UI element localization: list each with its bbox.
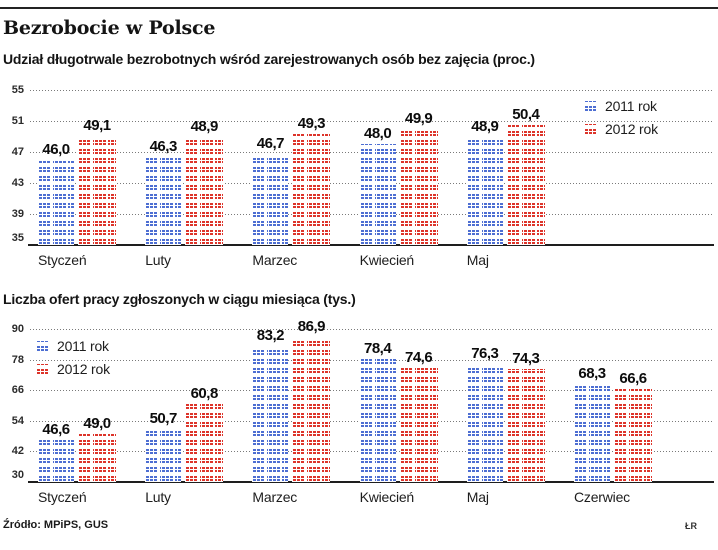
bar-2012-rok-kwiecie- — [399, 368, 438, 482]
value-label-2011-rok-kwiecie-: 48,0 — [363, 125, 392, 143]
bar-2011-rok-kwiecie- — [359, 358, 396, 482]
y-tick-39: 39 — [11, 207, 24, 220]
legend-item-2012-rok: 2012 rok — [584, 122, 658, 136]
bar-2011-rok-maj — [466, 364, 503, 482]
value-label-2012-rok-kwiecie-: 74,6 — [404, 349, 433, 367]
x-label-luty: Luty — [145, 489, 171, 505]
y-tick-42: 42 — [11, 445, 24, 458]
legend: 2011 rok 2012 rok — [36, 339, 110, 376]
legend-item-2012-rok: 2012 rok — [36, 362, 110, 376]
chart-2-title: Liczba ofert pracy zgłoszonych w ciągu m… — [3, 291, 356, 307]
value-label-2012-rok-marzec: 49,3 — [297, 115, 326, 133]
gridline-55 — [30, 89, 712, 91]
legend-swatch-2011-rok-icon — [584, 100, 598, 112]
x-label-maj: Maj — [466, 489, 489, 505]
bar-2011-rok-stycze- — [38, 159, 74, 245]
bar-2011-rok-kwiecie- — [359, 144, 396, 245]
value-label-2011-rok-stycze-: 46,0 — [42, 140, 70, 158]
bar-2011-rok-stycze- — [38, 439, 74, 482]
legend-item-2011-rok: 2011 rok — [584, 99, 658, 113]
legend-swatch-2012-rok-icon — [584, 123, 598, 135]
y-tick-47: 47 — [11, 145, 24, 158]
bar-2011-rok-marzec — [252, 346, 289, 482]
bar-2011-rok-marzec — [252, 154, 289, 245]
value-label-2011-rok-marzec: 83,2 — [256, 327, 285, 345]
legend-item-2011-rok: 2011 rok — [36, 339, 110, 353]
bar-2012-rok-luty — [185, 403, 224, 482]
value-label-2012-rok-kwiecie-: 49,9 — [404, 110, 433, 128]
bar-2012-rok-kwiecie- — [399, 129, 438, 245]
bar-2012-rok-czerwiec — [614, 388, 652, 482]
value-label-2011-rok-luty: 46,3 — [149, 138, 178, 156]
gridline-90 — [30, 329, 712, 331]
bar-2012-rok-maj — [506, 125, 545, 245]
x-axis-baseline — [28, 481, 714, 483]
bar-2012-rok-marzec — [292, 336, 331, 482]
x-label-maj: Maj — [466, 252, 489, 268]
y-tick-78: 78 — [11, 353, 24, 366]
value-label-2012-rok-luty: 48,9 — [190, 118, 219, 136]
value-label-2012-rok-maj: 50,4 — [512, 106, 540, 124]
y-tick-51: 51 — [11, 114, 24, 127]
bar-2011-rok-czerwiec — [574, 384, 610, 482]
gridline-51 — [30, 120, 712, 122]
value-label-2012-rok-stycze-: 49,1 — [83, 116, 111, 134]
value-label-2012-rok-stycze-: 49,0 — [83, 414, 111, 432]
y-tick-55: 55 — [11, 83, 24, 96]
x-label-marzec: Marzec — [252, 489, 298, 505]
chart-2-plot-area: 90 78 66 54 42 30 46,6 50,7 83,2 78,4 76,3 68,3 49,0… — [0, 319, 718, 505]
x-label-kwiecie-: Kwiecień — [359, 489, 415, 505]
x-label-kwiecie-: Kwiecień — [359, 252, 415, 268]
bar-2012-rok-stycze- — [78, 433, 116, 482]
y-tick-35: 35 — [11, 232, 24, 244]
x-label-luty: Luty — [145, 252, 171, 268]
top-rule — [0, 7, 718, 9]
legend-swatch-2012-rok-icon — [36, 363, 50, 375]
chart-1-plot-area: 55 51 47 43 39 35 46,0 46,3 46,7 48,0 48,9 49,1 48,9… — [0, 82, 718, 268]
chart-1-title: Udział długotrwale bezrobotnych wśród za… — [3, 51, 535, 67]
bar-2012-rok-luty — [185, 137, 224, 245]
legend-label-2011-rok: 2011 rok — [57, 338, 109, 354]
x-axis-baseline — [28, 244, 714, 246]
x-label-czerwiec: Czerwiec — [574, 489, 630, 505]
author-credit: ŁR — [685, 521, 697, 531]
legend-label-2012-rok: 2012 rok — [57, 361, 110, 377]
value-label-2012-rok-luty: 60,8 — [190, 384, 219, 402]
page-title: Bezrobocie w Polsce — [3, 17, 216, 39]
legend: 2011 rok 2012 rok — [584, 99, 658, 136]
value-label-2011-rok-luty: 50,7 — [149, 410, 178, 428]
value-label-2011-rok-czerwiec: 68,3 — [578, 365, 606, 383]
value-label-2011-rok-kwiecie-: 78,4 — [363, 339, 392, 357]
y-tick-90: 90 — [11, 323, 24, 336]
x-label-marzec: Marzec — [252, 252, 298, 268]
value-label-2011-rok-maj: 76,3 — [471, 345, 499, 362]
legend-swatch-2011-rok-icon — [36, 340, 50, 352]
y-tick-30: 30 — [11, 469, 24, 481]
bar-2012-rok-stycze- — [78, 135, 116, 245]
legend-label-2011-rok: 2011 rok — [605, 98, 657, 114]
bar-2012-rok-maj — [506, 369, 545, 482]
y-tick-54: 54 — [11, 414, 24, 427]
x-label-stycze-: Styczeń — [38, 489, 87, 505]
bar-2011-rok-maj — [466, 137, 503, 245]
value-label-2011-rok-stycze-: 46,6 — [42, 420, 70, 438]
value-label-2012-rok-maj: 74,3 — [512, 350, 540, 368]
legend-label-2012-rok: 2012 rok — [605, 121, 658, 137]
value-label-2012-rok-marzec: 86,9 — [297, 317, 326, 335]
value-label-2012-rok-czerwiec: 66,6 — [619, 369, 647, 387]
value-label-2011-rok-maj: 48,9 — [471, 118, 499, 136]
x-label-stycze-: Styczeń — [38, 252, 87, 268]
y-tick-43: 43 — [11, 176, 24, 189]
source-note: Źródło: MPiPS, GUS — [3, 519, 109, 531]
value-label-2011-rok-marzec: 46,7 — [256, 135, 285, 153]
y-tick-66: 66 — [11, 384, 24, 397]
bar-2012-rok-marzec — [292, 134, 331, 245]
bar-2011-rok-luty — [145, 157, 182, 245]
bar-2011-rok-luty — [145, 429, 182, 482]
